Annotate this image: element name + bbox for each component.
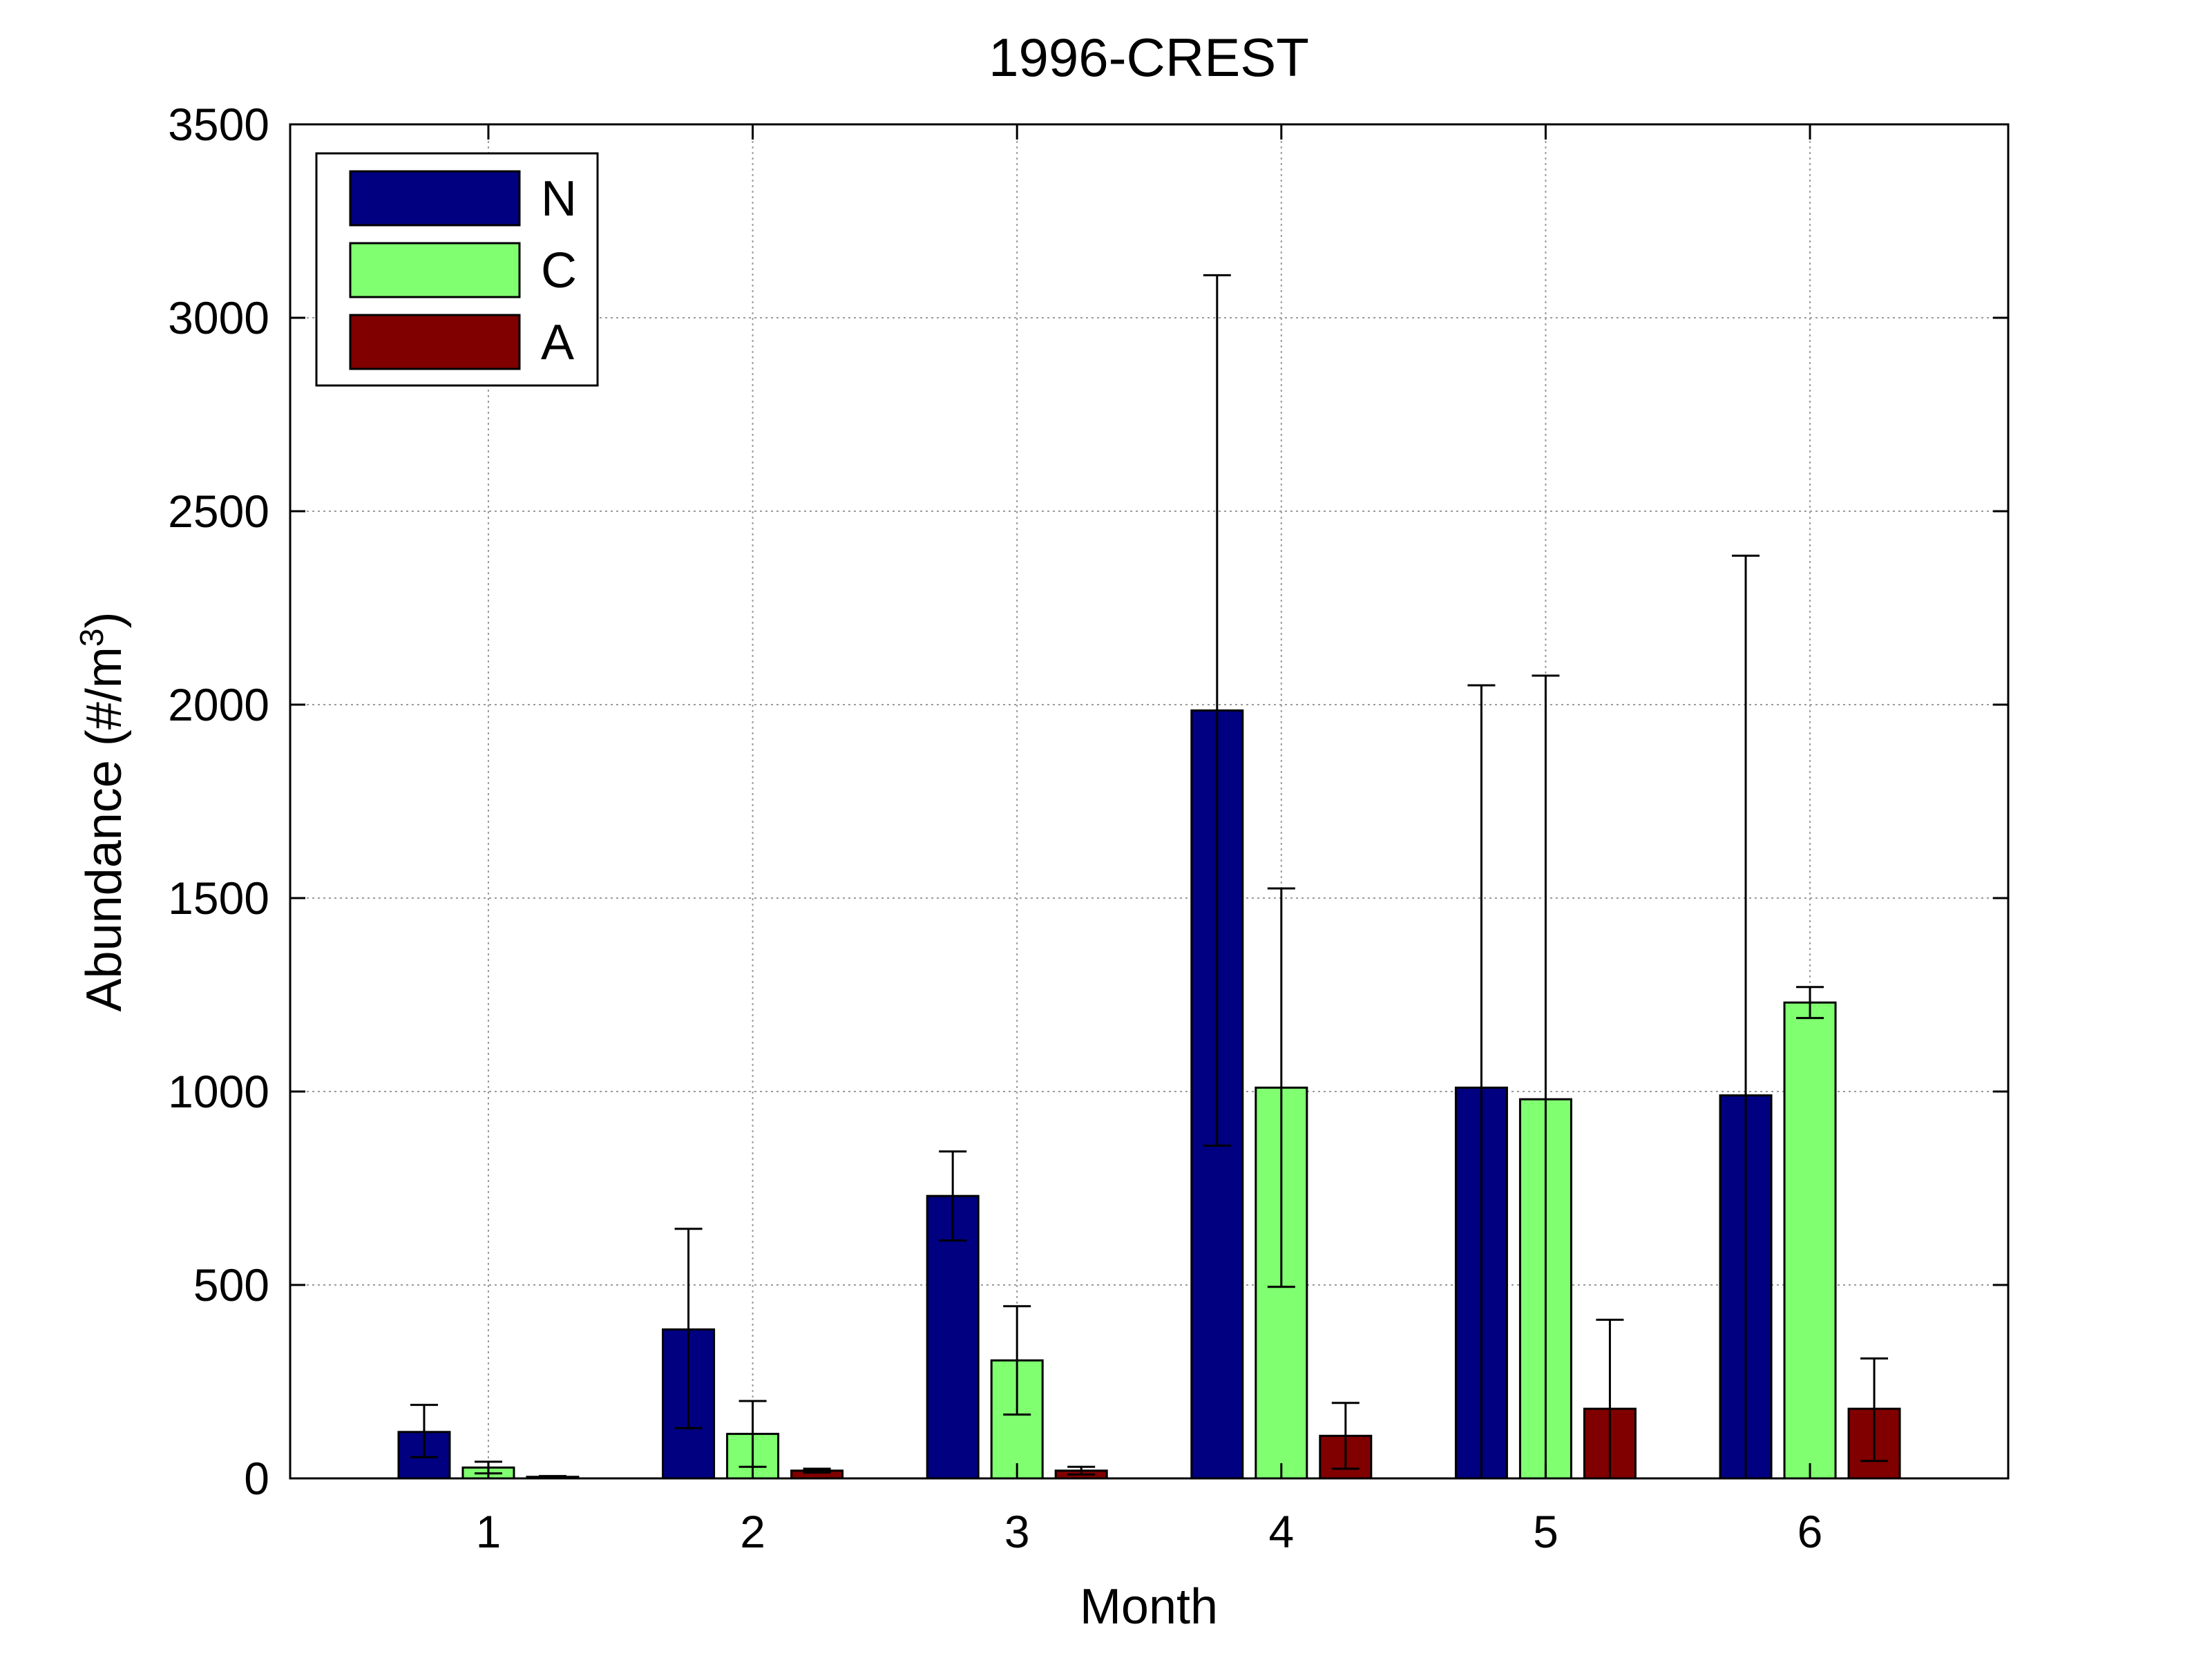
x-tick-labels: 1 2 3 4 5 6 [476,1506,1823,1557]
y-axis-label: Abundance (#/m3) [74,611,133,1011]
legend-swatch-a [349,314,521,370]
y-axis-label-main: Abundance (#/m [77,647,132,1011]
y-tick-label: 1000 [168,1066,269,1117]
chart-title: 1996-CREST [989,27,1309,88]
x-tick-label: 2 [740,1506,765,1557]
y-tick-label: 0 [244,1453,269,1504]
y-tick-label: 500 [193,1259,269,1311]
x-tick-label: 1 [476,1506,502,1557]
legend: NCA [315,152,599,387]
legend-items: NCA [349,170,577,370]
y-tick-labels: 0 500 1000 1500 2000 2500 3000 3500 [168,99,269,1504]
x-tick-label: 3 [1004,1506,1030,1557]
x-axis-label: Month [1080,1579,1218,1635]
legend-label-c: C [541,243,577,298]
x-tick-label: 6 [1798,1506,1823,1557]
x-tick-label: 5 [1533,1506,1558,1557]
error-bars [410,274,1889,1480]
y-axis-label-superscript: 3 [74,628,111,647]
axis-ticks [290,123,2008,1480]
legend-label-a: A [541,315,574,370]
y-tick-label: 1500 [168,873,269,924]
y-tick-label: 2500 [168,486,269,537]
x-tick-label: 4 [1268,1506,1294,1557]
y-tick-label: 3500 [168,99,269,150]
legend-label-n: N [541,171,577,227]
plot-frame [289,123,2010,1480]
y-tick-label: 2000 [168,679,269,730]
bar-c-6 [1783,1001,1837,1480]
legend-swatch-n [349,170,521,227]
y-tick-label: 3000 [168,292,269,343]
bar-n-3 [926,1194,980,1480]
legend-swatch-c [349,242,521,298]
y-axis-label-close: ) [77,611,132,628]
